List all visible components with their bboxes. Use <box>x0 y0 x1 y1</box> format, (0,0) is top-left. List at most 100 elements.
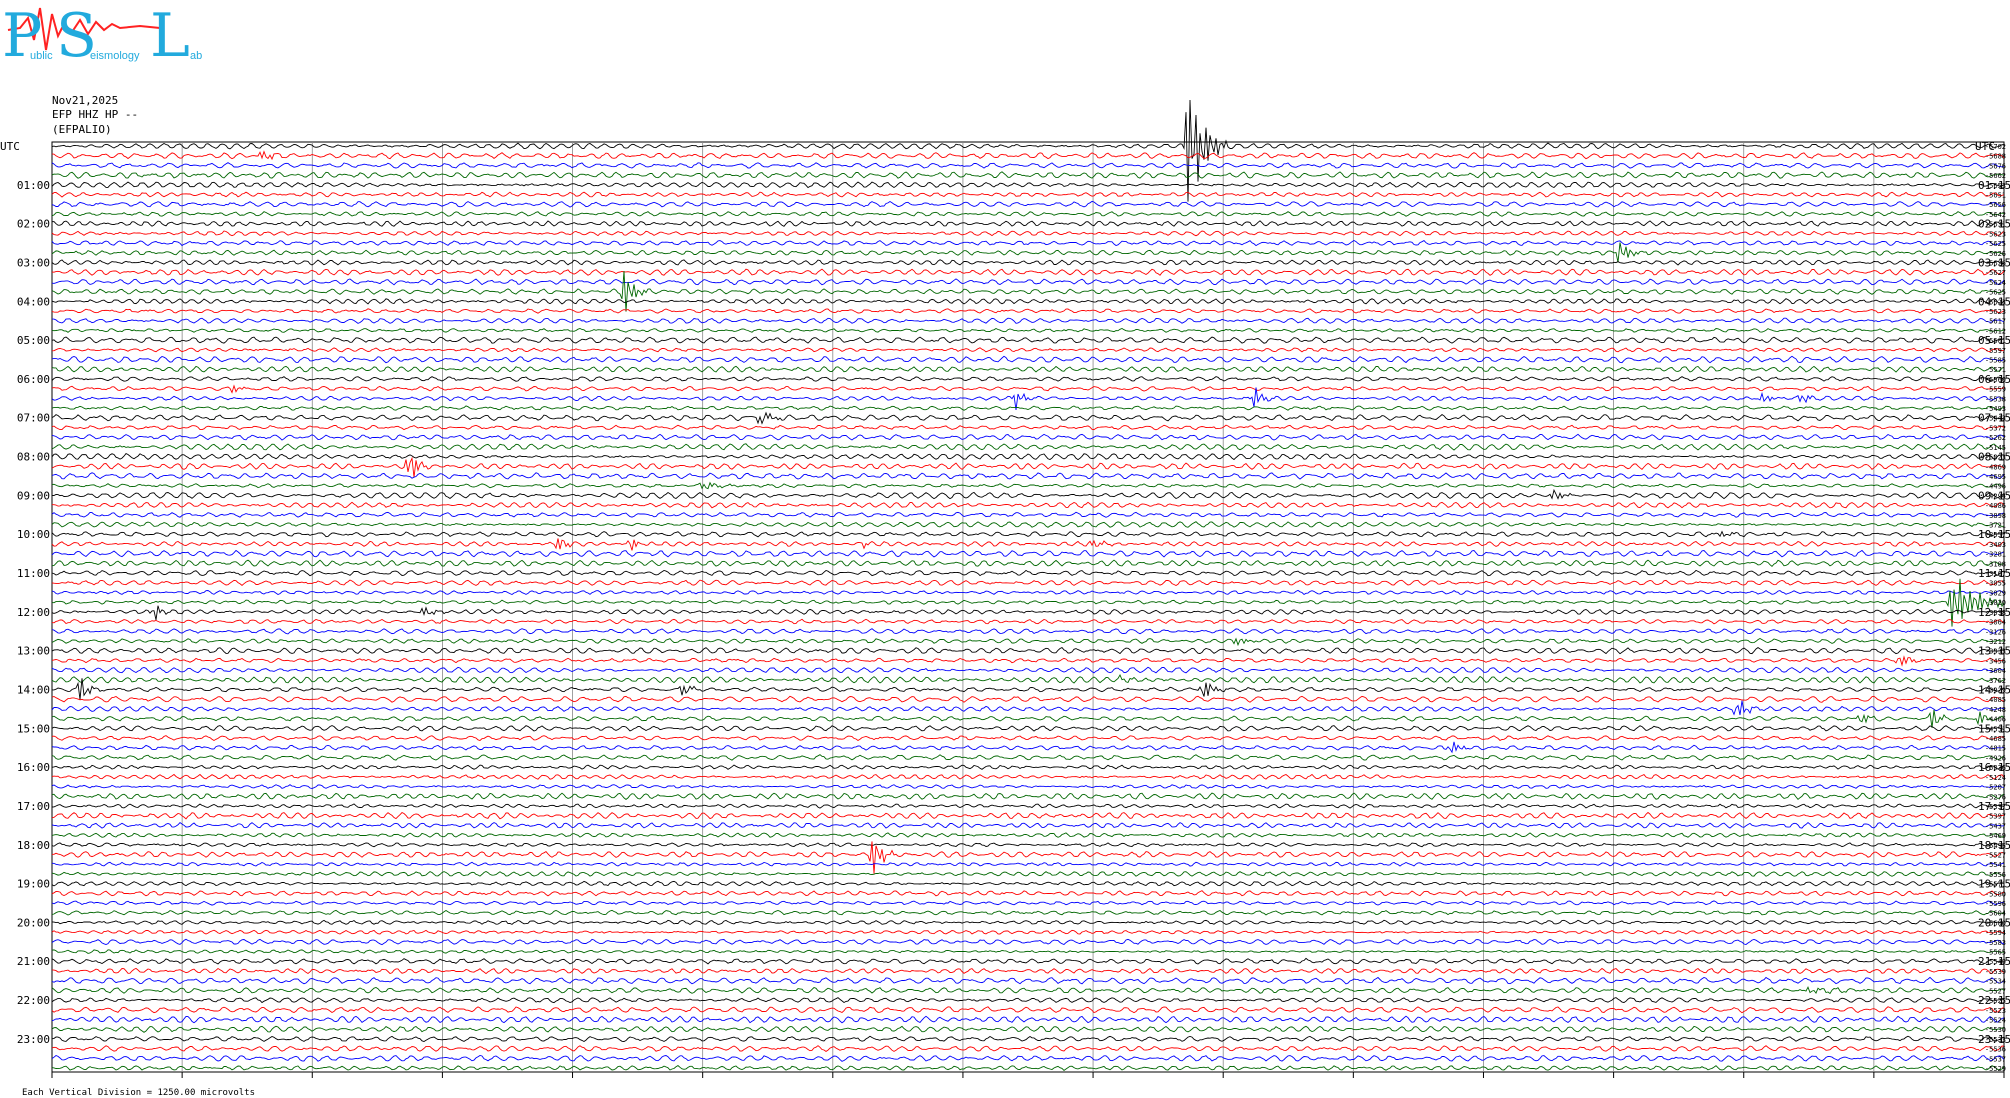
trace-offset-label: -5656 <box>1985 201 2006 209</box>
seismic-trace <box>51 327 2005 333</box>
right-hour-label: 12:15 <box>1978 606 2010 619</box>
trace-offset-label: -4695 <box>1985 473 2006 481</box>
trace-offset-label: -5604 <box>1985 910 2006 918</box>
logo-word-lab: ab <box>190 50 203 62</box>
seismic-trace <box>51 628 2005 635</box>
trace-offset-label: -5397 <box>1985 813 2006 821</box>
seismic-trace <box>51 579 2005 587</box>
seismic-trace <box>51 803 2005 809</box>
seismic-trace <box>51 387 2005 411</box>
right-hour-label: 05:15 <box>1978 334 2010 347</box>
right-hour-label: 06:15 <box>1978 373 2010 386</box>
seismic-trace <box>51 1025 2005 1033</box>
trace-offset-label: -5653 <box>1985 182 2006 190</box>
seismic-trace <box>51 211 2005 217</box>
seismic-trace <box>51 735 2005 742</box>
trace-offset-label: -5560 <box>1985 376 2006 384</box>
seismic-trace <box>51 488 2005 500</box>
seismic-trace <box>51 900 2005 906</box>
trace-offset-label: -5596 <box>1985 900 2006 908</box>
left-hour-label: 03:00 <box>17 256 50 269</box>
trace-offset-label: -4815 <box>1985 745 2006 753</box>
seismic-trace <box>51 673 2005 684</box>
left-hour-label: 19:00 <box>17 878 50 891</box>
trace-offset-label: -4085 <box>1985 696 2006 704</box>
left-hour-label: 11:00 <box>17 567 50 580</box>
left-hour-label: 15:00 <box>17 722 50 735</box>
left-hour-label: 13:00 <box>17 645 50 658</box>
seismic-trace <box>51 890 2005 897</box>
seismic-trace <box>51 957 2004 965</box>
left-hour-label: 09:00 <box>17 489 50 502</box>
trace-offset-label: -5601 <box>1985 337 2006 345</box>
seismic-trace <box>51 997 2005 1004</box>
trace-offset-label: -4926 <box>1985 754 2006 762</box>
seismic-trace <box>51 384 2005 394</box>
seismic-trace <box>51 909 2005 916</box>
left-hour-label: 12:00 <box>17 606 50 619</box>
trace-offset-label: -3456 <box>1985 657 2006 665</box>
seismic-trace <box>51 521 2005 528</box>
trace-offset-label: -5631 <box>1985 221 2006 229</box>
seismic-trace <box>51 986 2005 995</box>
seismic-trace <box>51 456 2005 478</box>
trace-offset-label: -5534 <box>1985 978 2006 986</box>
trace-offset-label: -4086 <box>1985 502 2006 510</box>
trace-offset-label: -5623 <box>1985 230 2006 238</box>
trace-offset-label: -4406 <box>1985 716 2006 724</box>
right-hour-label: 04:15 <box>1978 295 2010 308</box>
left-hour-label: 06:00 <box>17 373 50 386</box>
seismic-trace <box>51 453 2005 461</box>
seismic-trace <box>51 239 2005 247</box>
seismic-trace <box>51 1054 2005 1062</box>
seismic-trace <box>51 773 2005 780</box>
seismic-trace <box>51 191 2005 198</box>
seismic-trace <box>51 700 2005 716</box>
seismic-trace <box>51 764 2005 770</box>
trace-offset-label: -3333 <box>1985 648 2006 656</box>
seismic-trace <box>51 578 2005 627</box>
left-hour-label: 08:00 <box>17 451 50 464</box>
right-hour-label: 08:15 <box>1978 451 2010 464</box>
trace-offset-label: -5036 <box>1985 764 2006 772</box>
seismic-trace <box>51 530 2005 538</box>
trace-offset-label: -5437 <box>1985 822 2006 830</box>
seismic-trace <box>52 317 2005 324</box>
trace-offset-label: -5527 <box>1985 851 2006 859</box>
seismic-trace <box>51 433 2005 441</box>
trace-offset-label: -5651 <box>1985 192 2006 200</box>
trace-offset-label: -3403 <box>1985 541 2006 549</box>
seismic-trace <box>51 618 2005 625</box>
trace-offset-label: -5600 <box>1985 919 2006 927</box>
trace-offset-label: -4551 <box>1985 725 2006 733</box>
seismic-trace <box>51 822 2005 829</box>
seismic-trace <box>51 605 2005 620</box>
left-hour-label: 16:00 <box>17 761 50 774</box>
trace-offset-label: -5539 <box>1985 968 2006 976</box>
seismic-trace <box>52 678 2005 700</box>
right-hour-label: 15:15 <box>1978 722 2010 735</box>
trace-offset-label: -5559 <box>1985 386 2006 394</box>
plot-frame <box>51 141 2005 1073</box>
right-hour-label: 21:15 <box>1978 955 2010 968</box>
right-hour-label: 18:15 <box>1978 839 2010 852</box>
seismic-trace <box>51 637 2005 647</box>
trace-offset-label: -5443 <box>1985 415 2006 423</box>
trace-offset-label: -3055 <box>1985 580 2006 588</box>
seismic-trace <box>51 569 2005 577</box>
right-hour-label: 20:15 <box>1978 916 2010 929</box>
trace-offset-label: -5594 <box>1985 929 2006 937</box>
right-hour-label: 13:15 <box>1978 645 2010 658</box>
trace-offset-label: -5530 <box>1985 1026 2006 1034</box>
trace-offset-label: -5625 <box>1985 289 2006 297</box>
seismic-trace <box>51 832 2005 838</box>
seismic-trace <box>51 741 2005 754</box>
seismic-trace <box>51 976 2005 985</box>
seismic-trace <box>52 841 2005 874</box>
trace-offset-label: -5585 <box>1985 357 2006 365</box>
trace-offset-label: -3126 <box>1985 628 2006 636</box>
seismic-trace <box>51 99 2005 202</box>
seismic-trace <box>51 200 2005 208</box>
seismic-trace <box>51 259 2005 266</box>
